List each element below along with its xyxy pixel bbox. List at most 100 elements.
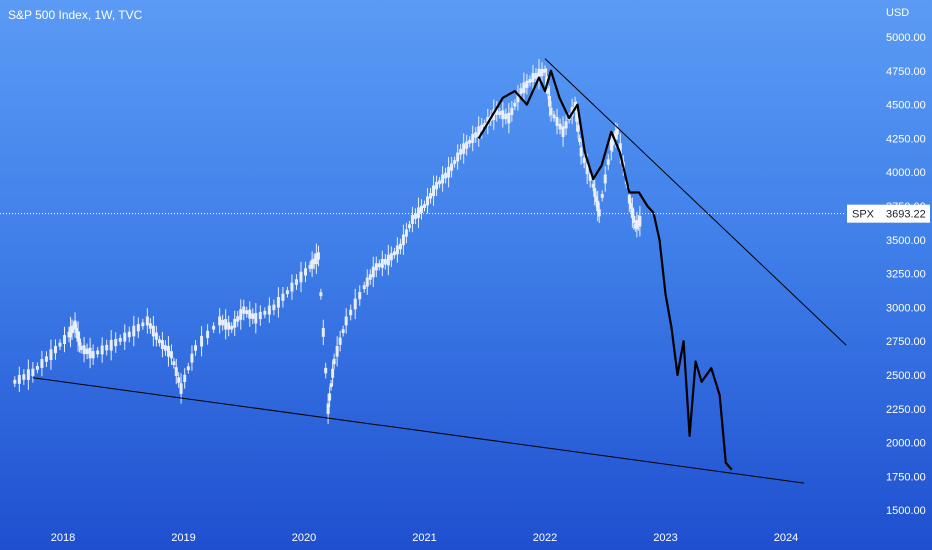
candle-body xyxy=(227,322,231,330)
time-tick-label: 2020 xyxy=(292,532,316,544)
candle-body xyxy=(132,325,136,337)
candle-body xyxy=(615,128,619,135)
candle-body xyxy=(368,274,372,280)
time-tick-label: 2018 xyxy=(51,532,75,544)
candle-body xyxy=(239,309,243,320)
candle-body xyxy=(127,331,131,338)
candle-body xyxy=(79,346,83,350)
candle-body xyxy=(358,291,362,300)
candle-body xyxy=(392,251,396,256)
candle-body xyxy=(603,174,607,184)
candle-body xyxy=(186,366,190,371)
candle-body xyxy=(629,203,633,209)
candle-body xyxy=(386,254,390,266)
candle-body xyxy=(383,259,387,265)
candle-body xyxy=(349,309,353,316)
candle-body xyxy=(410,215,414,224)
candle-body xyxy=(576,124,580,132)
candle-body xyxy=(462,143,466,154)
candle-body xyxy=(545,76,549,86)
candle-body xyxy=(377,263,381,268)
price-tick-label: 2500.00 xyxy=(886,370,926,382)
candle-body xyxy=(316,252,320,260)
candle-body xyxy=(183,374,187,382)
price-axis-ticks: 5000.004750.004500.004250.004000.003750.… xyxy=(886,32,926,517)
candle-body xyxy=(534,73,538,79)
candle-body xyxy=(194,345,198,351)
candle-body xyxy=(600,193,604,198)
candle-body xyxy=(248,309,252,319)
candle-body xyxy=(635,220,639,230)
candle-body xyxy=(212,325,216,330)
candle-body xyxy=(272,304,276,311)
candle-body xyxy=(636,220,640,226)
candle-body xyxy=(483,122,487,127)
trendline xyxy=(544,58,847,346)
price-tick-label: 4500.00 xyxy=(886,100,926,112)
candle-body xyxy=(285,290,289,295)
candle-body xyxy=(96,350,100,355)
candle-body xyxy=(627,194,631,204)
candle-body xyxy=(321,327,325,337)
candle-body xyxy=(251,313,255,319)
candle-body xyxy=(540,68,544,77)
candle-body xyxy=(151,325,155,337)
candle-body xyxy=(166,346,170,357)
candle-body xyxy=(230,325,234,330)
candle-body xyxy=(525,80,529,88)
candle-body xyxy=(374,263,378,271)
candle-body xyxy=(105,344,109,351)
candle-body xyxy=(312,258,316,265)
candle-body xyxy=(471,133,475,143)
price-tag-value: 3693.22 xyxy=(886,209,926,221)
candle-body xyxy=(365,277,369,287)
time-axis-ticks: 2018 2019 2020 2021 2022 2023 2024 xyxy=(51,532,798,544)
candle-body xyxy=(438,180,442,185)
candle-body xyxy=(585,163,589,175)
candle-body xyxy=(70,326,74,334)
candle-body xyxy=(543,68,547,73)
candle-body xyxy=(169,351,173,359)
candle-body xyxy=(450,163,454,171)
candle-body xyxy=(163,345,167,351)
candle-body xyxy=(404,229,408,237)
time-tick-label: 2021 xyxy=(412,532,436,544)
candle-body xyxy=(522,82,526,93)
candle-body xyxy=(329,383,333,388)
candle-body xyxy=(401,234,405,246)
candle-body xyxy=(591,183,595,188)
candle-body xyxy=(495,107,499,115)
candle-body xyxy=(174,367,178,377)
candle-body xyxy=(593,188,597,197)
candle-body xyxy=(456,152,460,162)
candle-body xyxy=(154,332,158,340)
candle-body xyxy=(588,173,592,181)
candle-body xyxy=(465,141,469,149)
candle-body xyxy=(632,215,636,224)
candle-body xyxy=(389,253,393,261)
candle-body xyxy=(53,346,57,354)
price-tag: SPX 3693.22 xyxy=(847,204,930,223)
candle-body xyxy=(236,316,240,322)
candle-body xyxy=(513,102,517,107)
candle-body xyxy=(575,111,579,122)
candle-body xyxy=(407,224,411,229)
candle-body xyxy=(638,215,642,227)
candle-body xyxy=(72,325,76,330)
candle-body xyxy=(73,320,77,330)
price-tick-label: 2750.00 xyxy=(886,336,926,348)
candle-body xyxy=(474,132,478,138)
candle-body xyxy=(510,107,514,115)
candle-body xyxy=(40,359,44,368)
candle-body xyxy=(75,327,79,334)
candle-body xyxy=(200,335,204,347)
time-tick-label: 2019 xyxy=(171,532,195,544)
candle-body xyxy=(362,285,366,290)
candle-body xyxy=(224,319,228,330)
candle-body xyxy=(160,340,164,350)
candle-body xyxy=(579,147,583,157)
candle-body xyxy=(573,101,577,108)
candle-body xyxy=(531,73,535,83)
